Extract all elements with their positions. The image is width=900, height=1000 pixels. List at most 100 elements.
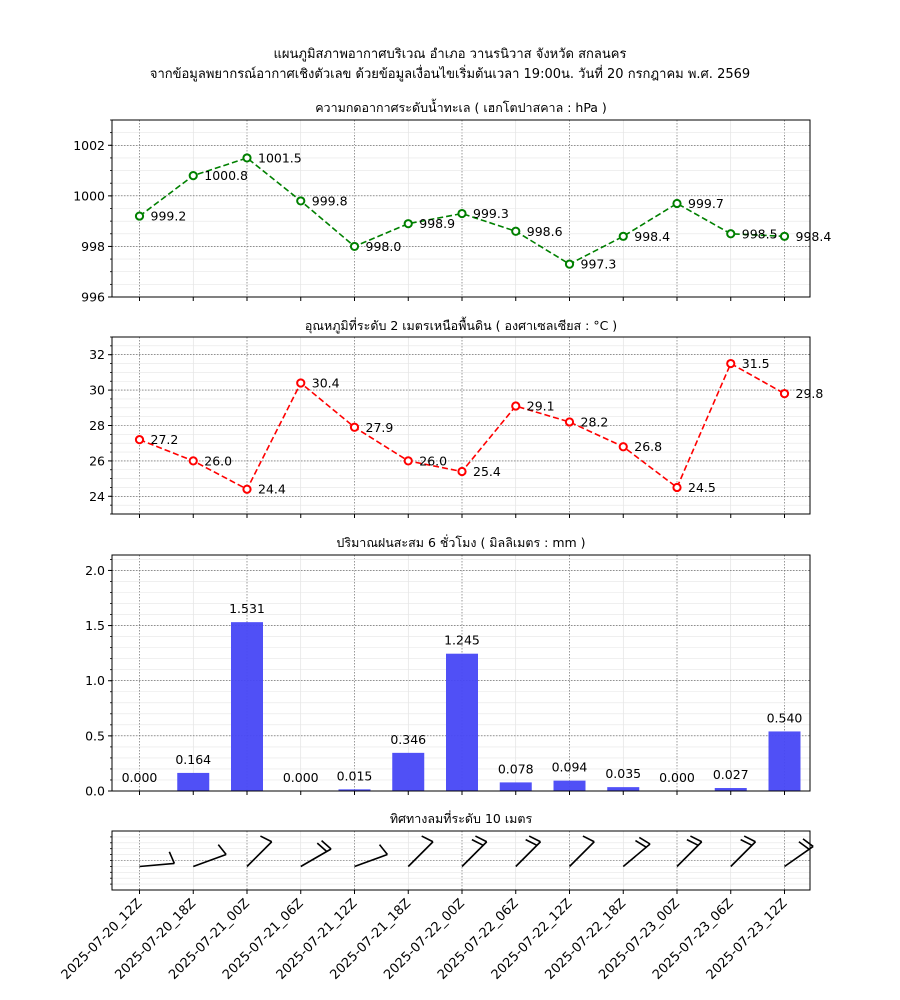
rainfall-bar xyxy=(499,782,532,791)
plot-border xyxy=(111,336,811,515)
wind-barb-feather xyxy=(525,838,538,847)
wind-barb xyxy=(461,835,488,868)
temperature-data-label: 30.4 xyxy=(312,376,340,391)
y-tick-label: 26 xyxy=(89,453,105,468)
rainfall-bar xyxy=(231,622,263,791)
rainfall-bar xyxy=(714,788,747,791)
wind-barb-staff xyxy=(192,853,227,868)
temperature-point xyxy=(403,456,413,466)
rainfall-data-label: 0.000 xyxy=(283,770,319,785)
temperature-data-label: 24.5 xyxy=(688,480,716,495)
rainfall-data-label: 0.015 xyxy=(337,768,373,783)
pressure-point xyxy=(779,231,790,241)
temperature-point xyxy=(726,358,736,369)
wind-barb-staff xyxy=(246,841,273,868)
rainfall-data-label: 0.035 xyxy=(605,766,641,781)
temperature-point xyxy=(242,484,252,494)
temperature-data-label: 29.8 xyxy=(796,386,824,401)
y-tick-label: 1.0 xyxy=(85,673,105,688)
rainfall-data-label: 0.164 xyxy=(175,752,211,767)
y-tick-label: 32 xyxy=(89,347,105,362)
temperature-data-label: 26.0 xyxy=(419,453,447,468)
wind-barb xyxy=(300,840,332,868)
rainfall-data-label: 1.531 xyxy=(229,601,265,616)
wind-barb-feather xyxy=(321,840,332,850)
rainfall-data-label: 0.078 xyxy=(498,761,534,776)
temperature-data-label: 28.2 xyxy=(581,414,609,429)
rainfall-bar xyxy=(338,789,371,791)
wind-barb-staff xyxy=(139,862,175,868)
wind-barb xyxy=(676,835,703,868)
y-tick-label: 24 xyxy=(89,489,105,504)
panel-rainfall: 0.0 0.5 1.0 1.5 2.0 0.000 0.164 1.531 0.000 0.015… xyxy=(85,554,811,799)
wind-barb-feather xyxy=(690,835,703,843)
pressure-data-label: 999.8 xyxy=(312,193,348,208)
pressure-point xyxy=(726,229,736,239)
wind-barb xyxy=(246,835,273,868)
y-tick-label: 1002 xyxy=(73,138,105,153)
plot-border xyxy=(111,554,811,792)
wind-barb-feather xyxy=(582,835,595,843)
rainfall-bar xyxy=(768,731,801,791)
temperature-data-label: 29.1 xyxy=(527,399,555,414)
pressure-point xyxy=(296,196,306,206)
wind-barb-feather xyxy=(217,844,227,856)
temperature-point xyxy=(188,456,198,466)
wind-barb-feather xyxy=(471,838,484,847)
pressure-data-label: 998.4 xyxy=(634,229,670,244)
pressure-point xyxy=(403,219,413,229)
temperature-data-label: 27.2 xyxy=(151,432,179,447)
wind-barb-feather xyxy=(798,841,810,850)
panel-wind: 2025-07-20_12Z2025-07-20_18Z2025-07-21_0… xyxy=(59,830,814,983)
pressure-data-label: 998.5 xyxy=(742,226,778,241)
wind-barb xyxy=(568,835,595,868)
wind-barb-feather xyxy=(743,835,756,843)
pressure-panel-title: ความกดอากาศระดับน้ำทะเล ( เฮกโตปาสคาล : … xyxy=(315,100,607,115)
wind-barb xyxy=(192,844,227,868)
pressure-data-label: 999.3 xyxy=(473,206,509,221)
wind-barb-feather xyxy=(686,838,699,847)
y-tick-label: 2.0 xyxy=(85,563,105,578)
wind-barb-feather xyxy=(316,842,328,853)
wind-barb-staff xyxy=(568,841,595,868)
rainfall-data-label: 0.000 xyxy=(659,770,695,785)
pressure-point xyxy=(457,208,467,219)
y-tick-label: 30 xyxy=(89,383,105,398)
wind-barb-feather xyxy=(635,839,647,848)
y-tick-label: 1.5 xyxy=(85,618,105,633)
pressure-data-label: 998.9 xyxy=(419,216,455,231)
y-tick-label: 996 xyxy=(81,290,105,305)
temperature-point xyxy=(618,442,628,452)
rainfall-data-label: 0.000 xyxy=(122,770,158,785)
pressure-point xyxy=(511,226,521,236)
chart-title-line1: แผนภูมิสภาพอากาศบริเวณ อำเภอ วานรนิวาส จ… xyxy=(273,47,627,62)
temperature-data-label: 27.9 xyxy=(366,420,394,435)
rainfall-data-label: 0.027 xyxy=(713,767,749,782)
rainfall-bar xyxy=(392,752,425,791)
temperature-point xyxy=(564,417,575,427)
temperature-point xyxy=(779,389,790,399)
y-tick-label: 0.5 xyxy=(85,728,105,743)
wind-barb xyxy=(354,844,389,868)
panel-temperature: 24 26 28 30 32 27.2 26.0 24.4 30.4 27.9 26.0 25.4 29… xyxy=(89,336,824,518)
temperature-data-label: 26.8 xyxy=(634,439,662,454)
pressure-point xyxy=(188,171,198,181)
rainfall-data-label: 0.346 xyxy=(390,732,426,747)
rainfall-data-label: 0.094 xyxy=(552,760,588,775)
y-tick-label: 998 xyxy=(81,239,105,254)
wind-barb-feather xyxy=(378,844,389,856)
rainfall-data-label: 0.540 xyxy=(767,710,803,725)
temperature-point xyxy=(349,422,360,432)
wind-barb xyxy=(784,838,814,868)
pressure-data-label: 1001.5 xyxy=(258,150,302,165)
wind-barb-feather xyxy=(638,836,651,845)
panel-pressure: 996 998 1000 1002 999.2 1000.8 1001.5 999.8 998.… xyxy=(73,119,831,305)
wind-barb xyxy=(139,851,176,868)
wind-barb-staff xyxy=(407,841,434,868)
pressure-data-label: 998.0 xyxy=(366,239,402,254)
temperature-point xyxy=(672,482,682,493)
pressure-point xyxy=(564,259,575,269)
temperature-point xyxy=(457,466,467,477)
y-tick-label: 28 xyxy=(89,418,105,433)
